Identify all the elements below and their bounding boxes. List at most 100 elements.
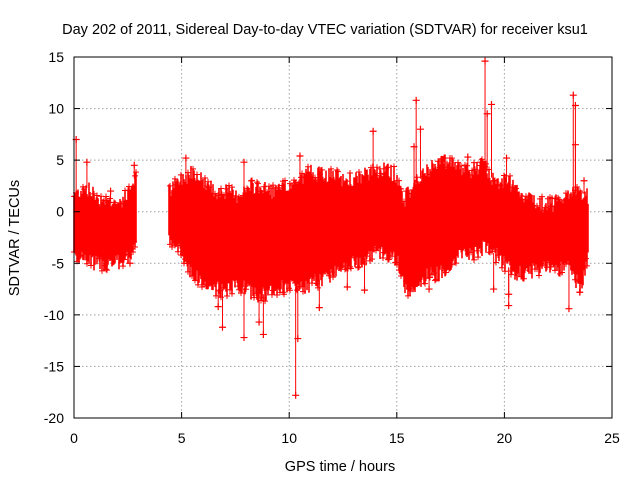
data-point-marker bbox=[427, 274, 433, 281]
spike-point bbox=[571, 141, 579, 149]
spike-point bbox=[576, 288, 584, 296]
data-point-marker bbox=[319, 166, 325, 173]
data-point-marker bbox=[449, 155, 455, 162]
data-point-marker bbox=[281, 291, 287, 298]
data-point-marker bbox=[320, 270, 326, 277]
data-point-marker bbox=[218, 294, 224, 301]
data-point-marker bbox=[355, 264, 361, 271]
data-point-marker bbox=[132, 172, 138, 179]
data-point-marker bbox=[548, 203, 554, 210]
spike-point bbox=[487, 100, 495, 108]
data-point-marker bbox=[572, 276, 578, 283]
data-point-marker bbox=[88, 262, 94, 269]
data-point-marker bbox=[335, 168, 341, 175]
spike-point bbox=[361, 286, 369, 294]
y-tick-label: -10 bbox=[44, 307, 64, 323]
data-point-marker bbox=[77, 253, 83, 260]
data-point-marker bbox=[296, 284, 302, 291]
data-point-marker bbox=[94, 192, 100, 199]
spike-point bbox=[416, 125, 424, 133]
data-point-marker bbox=[539, 193, 545, 200]
data-point-marker bbox=[522, 267, 528, 274]
spike-point bbox=[369, 127, 377, 135]
data-point-marker bbox=[111, 199, 117, 206]
data-point-marker bbox=[389, 253, 395, 260]
data-point-marker bbox=[328, 165, 334, 172]
data-point-marker bbox=[398, 185, 404, 192]
y-tick-label: 5 bbox=[56, 152, 64, 168]
y-tick-label: 0 bbox=[56, 204, 64, 220]
data-point-marker bbox=[542, 204, 548, 211]
data-point-marker bbox=[258, 188, 264, 195]
spike-point bbox=[294, 335, 302, 343]
data-point-marker bbox=[261, 183, 267, 190]
spike-point bbox=[240, 158, 248, 166]
data-point-marker bbox=[218, 185, 224, 192]
data-point-marker bbox=[464, 162, 470, 169]
data-point-marker bbox=[339, 263, 345, 270]
data-point-marker bbox=[507, 172, 513, 179]
data-point-marker bbox=[471, 256, 477, 263]
data-point-marker bbox=[483, 160, 489, 167]
y-tick-label: 15 bbox=[48, 49, 64, 65]
spike-point bbox=[412, 96, 420, 104]
x-tick-label: 0 bbox=[70, 430, 78, 446]
spike-point bbox=[425, 285, 433, 293]
data-point-marker bbox=[578, 189, 584, 196]
data-point-marker bbox=[194, 171, 200, 178]
spike-point bbox=[296, 152, 304, 160]
data-point-marker bbox=[249, 177, 255, 184]
data-point-marker bbox=[380, 255, 386, 262]
data-point-marker bbox=[499, 264, 505, 271]
data-point-marker bbox=[244, 185, 250, 192]
tick-layer: 0 5 10 15 20 25 -20 -15 -10 -5 0 5 10 15 bbox=[44, 49, 620, 446]
data-point-marker bbox=[251, 294, 257, 301]
data-layer bbox=[71, 57, 590, 399]
data-point-marker bbox=[330, 274, 336, 281]
data-point-marker bbox=[220, 284, 226, 291]
y-tick-label: -5 bbox=[52, 255, 65, 271]
data-point-marker bbox=[492, 246, 498, 253]
spike-point bbox=[315, 304, 323, 312]
spike-point bbox=[255, 318, 263, 326]
data-point-marker bbox=[121, 256, 127, 263]
data-point-marker bbox=[398, 272, 404, 279]
x-tick-label: 25 bbox=[604, 430, 620, 446]
data-point-marker bbox=[453, 260, 459, 267]
spike-point bbox=[214, 303, 222, 311]
chart-title: Day 202 of 2011, Sidereal Day-to-day VTE… bbox=[62, 22, 588, 38]
data-point-marker bbox=[581, 264, 587, 271]
data-point-marker bbox=[391, 163, 397, 170]
data-point-marker bbox=[275, 184, 281, 191]
x-tick-label: 20 bbox=[497, 430, 513, 446]
data-point-marker bbox=[120, 263, 126, 270]
data-point-marker bbox=[310, 272, 316, 279]
data-point-marker bbox=[99, 267, 105, 274]
spike-point bbox=[464, 153, 472, 161]
y-tick-label: -15 bbox=[44, 358, 64, 374]
data-point-marker bbox=[192, 277, 198, 284]
data-point-marker bbox=[521, 275, 527, 282]
data-point-marker bbox=[536, 272, 542, 279]
spike-point bbox=[440, 154, 448, 162]
spike-point bbox=[481, 57, 489, 65]
data-point-marker bbox=[348, 265, 354, 272]
data-point-marker bbox=[364, 253, 370, 260]
x-tick-label: 15 bbox=[389, 430, 405, 446]
data-point-marker bbox=[414, 174, 420, 181]
data-point-marker bbox=[305, 163, 311, 170]
plot-frame bbox=[73, 56, 613, 419]
data-point-marker bbox=[224, 292, 230, 299]
data-point-marker bbox=[172, 175, 178, 182]
data-point-marker bbox=[498, 182, 504, 189]
data-point-marker bbox=[190, 165, 196, 172]
data-point-marker bbox=[513, 185, 519, 192]
data-point-marker bbox=[343, 178, 349, 185]
data-point-marker bbox=[423, 275, 429, 282]
data-point-marker bbox=[373, 172, 379, 179]
data-point-marker bbox=[103, 266, 109, 273]
data-point-marker bbox=[103, 193, 109, 200]
data-point-marker bbox=[556, 196, 562, 203]
data-point-marker bbox=[259, 295, 265, 302]
data-point-marker bbox=[571, 191, 577, 198]
